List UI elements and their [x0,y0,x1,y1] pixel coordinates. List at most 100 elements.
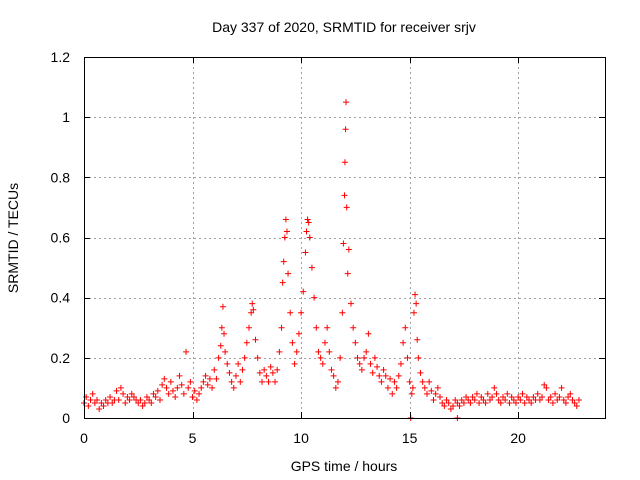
data-point [200,378,207,385]
data-point [343,204,350,211]
data-point [397,360,404,367]
data-point [423,390,430,397]
data-point [447,405,454,412]
data-point [521,399,528,406]
data-point [206,375,213,382]
data-point [541,381,548,388]
data-point [287,309,294,316]
data-point [324,324,331,331]
data-point [183,348,190,355]
data-point [391,378,398,385]
data-point [419,378,426,385]
data-point [196,390,203,397]
data-point [387,375,394,382]
data-point [128,390,135,397]
data-point [91,399,98,406]
data-point [354,354,361,361]
data-point [193,396,200,403]
data-point [428,387,435,394]
data-point [185,384,192,391]
data-point [283,228,290,235]
data-point [174,384,181,391]
labels-layer: 0 5 10 15 20 0 0.2 0.4 0.6 0.8 1 1.2 [51,49,527,446]
data-point [187,378,194,385]
data-point [350,324,357,331]
data-point [342,126,349,133]
data-point [98,399,105,406]
data-point [328,366,335,373]
data-point [224,360,231,367]
data-point [460,399,467,406]
data-point [124,393,131,400]
y-tick-label: 0.8 [51,169,71,185]
data-point [248,309,255,316]
data-point [543,384,550,391]
data-point [282,216,289,223]
x-tick-label: 20 [510,430,526,446]
data-point [489,393,496,400]
data-point [107,393,114,400]
y-axis-label: SRMTID / TECUs [5,183,21,293]
data-point [152,393,159,400]
data-point [560,396,567,403]
data-point [547,393,554,400]
data-point [345,246,352,253]
data-point [180,390,187,397]
data-point [382,372,389,379]
data-point [384,384,391,391]
data-point [232,372,239,379]
data-point [400,339,407,346]
data-point [404,354,411,361]
data-point [480,396,487,403]
data-point [473,390,480,397]
data-point [265,378,272,385]
data-point [122,399,129,406]
data-point [484,390,491,397]
data-point [517,396,524,403]
data-point [334,378,341,385]
y-tick-label: 1.2 [51,49,71,65]
y-tick-label: 0.2 [51,350,71,366]
data-point [159,381,166,388]
data-point [341,159,348,166]
data-point [198,384,205,391]
data-point [100,402,107,409]
data-point [228,378,235,385]
data-point [526,396,533,403]
data-point [332,384,339,391]
data-point [302,249,309,256]
data-point [191,387,198,394]
data-point [469,393,476,400]
data-point [269,369,276,376]
data-point [530,393,537,400]
data-point [222,348,229,355]
data-point [463,393,470,400]
data-point [348,300,355,307]
data-point [189,393,196,400]
data-point [319,360,326,367]
data-point [510,396,517,403]
data-point [371,354,378,361]
data-point [204,381,211,388]
data-point [243,339,250,346]
data-point [261,366,268,373]
data-point [317,354,324,361]
data-point [343,99,350,106]
data-point [519,390,526,397]
data-point [515,393,522,400]
data-point [352,339,359,346]
data-point [452,396,459,403]
data-point [235,360,242,367]
y-tick-label: 0 [62,410,70,426]
data-point [249,300,256,307]
data-point [94,396,101,403]
data-point [497,399,504,406]
data-point [256,369,263,376]
data-point [508,393,515,400]
data-point [358,366,365,373]
data-point [393,384,400,391]
data-point [279,279,286,286]
data-point [87,396,94,403]
data-point [495,396,502,403]
data-point [545,396,552,403]
